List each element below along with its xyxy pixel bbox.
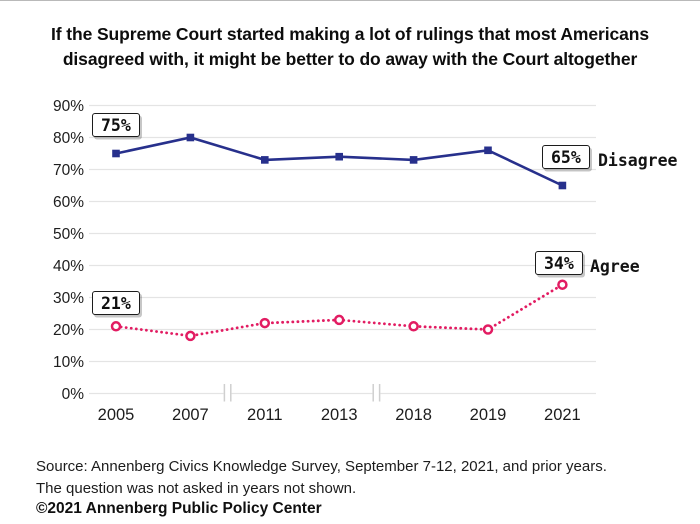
data-point-agree-2011 — [259, 317, 271, 329]
series-line-agree — [114, 283, 564, 338]
y-axis-tick-label: 0% — [62, 386, 85, 403]
data-point-agree-2013 — [333, 314, 345, 326]
data-point-agree-2007 — [185, 330, 196, 342]
source-line2: The question was not asked in years not … — [36, 480, 357, 497]
series-line-disagree — [115, 136, 563, 187]
data-point-disagree-2011 — [261, 156, 269, 164]
y-axis-tick-label: 90% — [53, 98, 84, 115]
series-label-disagree: Disagree — [598, 151, 678, 170]
y-axis-tick-label: 50% — [53, 226, 84, 243]
y-axis-tick-label: 80% — [53, 130, 84, 147]
series-label-agree: Agree — [590, 257, 640, 276]
x-axis-tick-label: 2018 — [395, 406, 432, 424]
chart-title-line1: If the Supreme Court started making a lo… — [51, 24, 649, 44]
data-point-disagree-2005 — [112, 149, 120, 158]
callout-agree-2005: 21% — [92, 291, 140, 315]
data-point-agree-2005 — [110, 321, 122, 332]
source-note: Source: Annenberg Civics Knowledge Surve… — [36, 456, 607, 500]
x-axis-tick-label: 2011 — [247, 406, 282, 424]
data-point-agree-2019 — [482, 324, 494, 335]
chart-title-line2: disagreed with, it might be better to do… — [62, 49, 638, 69]
y-axis-tick-label: 70% — [53, 162, 84, 179]
y-axis-tick-label: 30% — [53, 290, 84, 307]
data-point-disagree-2019 — [484, 146, 492, 155]
data-point-agree-2021 — [557, 279, 568, 290]
x-axis-tick-label: 2005 — [98, 406, 135, 424]
callout-disagree-2021: 65% — [542, 145, 590, 169]
y-axis-tick-label: 20% — [53, 322, 84, 339]
data-point-disagree-2018 — [409, 156, 418, 164]
x-axis-tick-label: 2019 — [470, 406, 507, 424]
data-point-disagree-2013 — [335, 152, 343, 161]
x-axis-tick-label: 2021 — [544, 406, 581, 424]
x-axis-tick-label: 2013 — [321, 406, 358, 424]
callout-disagree-2005: 75% — [92, 113, 140, 137]
y-axis-tick-label: 60% — [53, 194, 84, 211]
chart-title: If the Supreme Court started making a lo… — [0, 22, 700, 72]
copyright: ©2021 Annenberg Public Policy Center — [36, 500, 322, 517]
data-point-agree-2018 — [408, 321, 419, 332]
x-axis-tick-label: 2007 — [172, 406, 209, 424]
y-axis-tick-label: 40% — [53, 258, 84, 275]
callout-agree-2021: 34% — [535, 251, 583, 275]
data-point-disagree-2007 — [186, 133, 195, 142]
y-axis-tick-label: 10% — [53, 354, 84, 371]
source-line1: Source: Annenberg Civics Knowledge Surve… — [36, 458, 607, 475]
data-point-disagree-2021 — [558, 181, 567, 190]
